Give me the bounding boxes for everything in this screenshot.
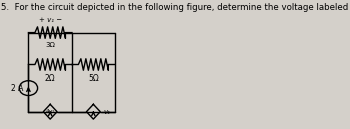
Text: 4v₁: 4v₁ [45, 109, 55, 114]
Text: 5Ω: 5Ω [88, 74, 99, 83]
Text: 2 A: 2 A [11, 84, 24, 93]
Text: 2Ω: 2Ω [45, 74, 56, 83]
Text: v₁: v₁ [104, 109, 110, 115]
Text: 3Ω: 3Ω [45, 42, 55, 48]
Text: 5.  For the circuit depicted in the following figure, determine the voltage labe: 5. For the circuit depicted in the follo… [1, 3, 350, 12]
Text: + v₁ −: + v₁ − [38, 17, 62, 23]
